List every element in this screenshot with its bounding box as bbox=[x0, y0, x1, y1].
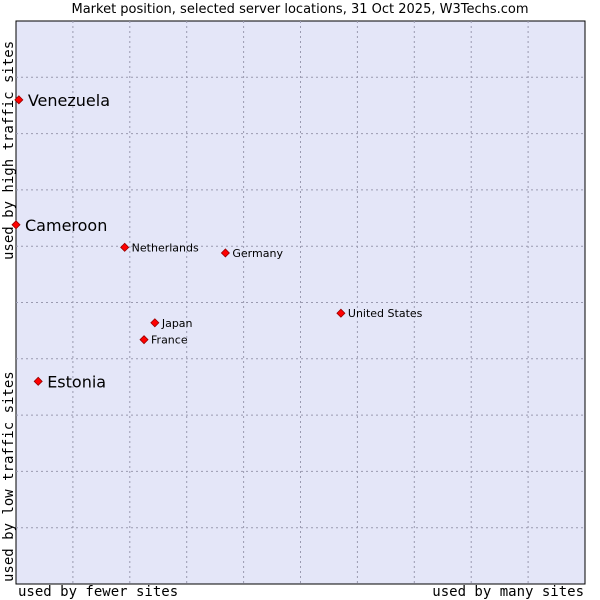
point-japan: Japan bbox=[150, 317, 193, 330]
point-label-venezuela: Venezuela bbox=[28, 91, 110, 110]
point-venezuela: Venezuela bbox=[14, 91, 110, 110]
point-marker-netherlands bbox=[120, 242, 130, 252]
point-label-japan: Japan bbox=[161, 317, 193, 330]
point-label-netherlands: Netherlands bbox=[132, 241, 199, 254]
data-points: Venezuela Cameroon Estonia Netherlands Germa… bbox=[11, 91, 423, 391]
point-france: France bbox=[139, 334, 188, 347]
grid bbox=[16, 21, 585, 584]
point-united-states: United States bbox=[336, 307, 423, 320]
point-marker-germany bbox=[220, 248, 230, 258]
point-label-france: France bbox=[151, 334, 188, 347]
point-label-united-states: United States bbox=[348, 307, 423, 320]
x-axis-label-many: used by many sites bbox=[432, 584, 584, 600]
point-marker-cameroon bbox=[11, 220, 21, 230]
point-germany: Germany bbox=[220, 247, 283, 260]
point-marker-venezuela bbox=[14, 95, 24, 105]
y-axis-label-high: used by high traffic sites bbox=[1, 40, 17, 260]
point-marker-france bbox=[139, 335, 149, 345]
point-netherlands: Netherlands bbox=[120, 241, 199, 254]
point-cameroon: Cameroon bbox=[11, 216, 107, 235]
point-marker-united-states bbox=[336, 308, 346, 318]
point-label-cameroon: Cameroon bbox=[25, 216, 107, 235]
chart-title: Market position, selected server locatio… bbox=[71, 2, 529, 17]
x-axis-label-fewer: used by fewer sites bbox=[18, 584, 179, 600]
point-estonia: Estonia bbox=[33, 372, 106, 391]
point-label-germany: Germany bbox=[232, 247, 283, 260]
y-axis-label-low: used by low traffic sites bbox=[1, 371, 17, 582]
point-marker-japan bbox=[150, 318, 160, 328]
point-marker-estonia bbox=[33, 376, 43, 386]
point-label-estonia: Estonia bbox=[47, 372, 106, 391]
